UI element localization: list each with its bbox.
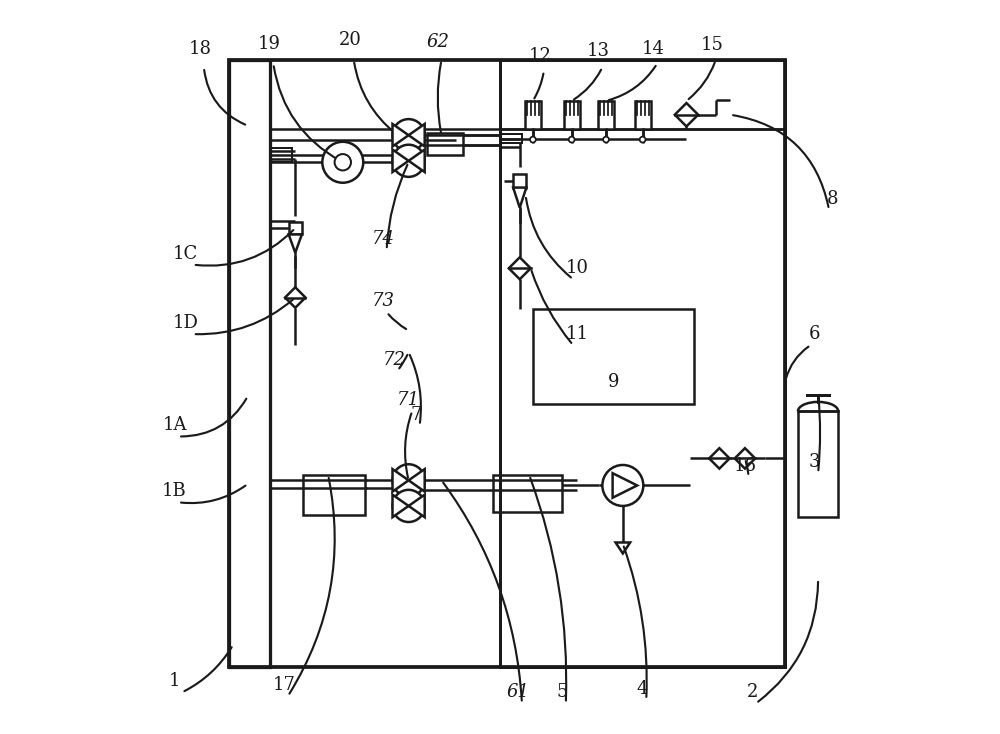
- Polygon shape: [409, 150, 425, 172]
- Text: 14: 14: [642, 40, 665, 58]
- Polygon shape: [509, 258, 531, 279]
- Text: 62: 62: [426, 32, 449, 51]
- Bar: [427, 133, 463, 155]
- Bar: [598, 101, 614, 128]
- Text: 12: 12: [529, 47, 552, 65]
- Text: 10: 10: [565, 259, 588, 277]
- Text: 5: 5: [556, 683, 568, 702]
- Bar: [229, 60, 785, 666]
- Polygon shape: [513, 188, 526, 208]
- Polygon shape: [409, 124, 425, 147]
- Text: 9: 9: [608, 373, 619, 390]
- Polygon shape: [393, 495, 409, 517]
- Polygon shape: [613, 473, 637, 498]
- Circle shape: [393, 464, 425, 496]
- Text: 2: 2: [747, 683, 758, 702]
- Bar: [493, 475, 562, 512]
- Text: 11: 11: [565, 325, 588, 343]
- Bar: [525, 101, 541, 128]
- Text: 19: 19: [258, 34, 281, 53]
- Text: 15: 15: [701, 36, 723, 54]
- Text: 73: 73: [372, 292, 395, 310]
- Polygon shape: [616, 542, 630, 553]
- Circle shape: [603, 137, 609, 142]
- Bar: [798, 411, 838, 517]
- Text: 61: 61: [507, 683, 530, 702]
- Bar: [513, 173, 526, 188]
- Text: 72: 72: [382, 351, 405, 368]
- Circle shape: [393, 145, 425, 177]
- Bar: [500, 134, 522, 143]
- Bar: [303, 475, 365, 515]
- Bar: [533, 308, 694, 404]
- Circle shape: [322, 142, 363, 183]
- Polygon shape: [289, 234, 302, 252]
- Text: 1A: 1A: [162, 416, 187, 435]
- Polygon shape: [285, 287, 305, 308]
- Circle shape: [530, 137, 536, 142]
- Polygon shape: [393, 124, 409, 147]
- Bar: [635, 101, 651, 128]
- Polygon shape: [393, 469, 409, 492]
- Bar: [229, 60, 270, 666]
- Polygon shape: [393, 150, 409, 172]
- Polygon shape: [735, 448, 755, 468]
- Circle shape: [393, 119, 425, 151]
- Text: 18: 18: [189, 40, 212, 58]
- Text: 13: 13: [587, 42, 610, 60]
- Text: 1C: 1C: [173, 244, 198, 263]
- Text: 71: 71: [397, 391, 420, 409]
- Circle shape: [602, 465, 643, 506]
- Bar: [564, 101, 580, 128]
- Text: 16: 16: [733, 457, 756, 475]
- Polygon shape: [709, 448, 730, 468]
- Circle shape: [640, 137, 646, 142]
- Text: 17: 17: [273, 676, 296, 694]
- Circle shape: [393, 490, 425, 522]
- Bar: [289, 222, 302, 234]
- Polygon shape: [409, 469, 425, 492]
- Polygon shape: [409, 495, 425, 517]
- Circle shape: [335, 154, 351, 170]
- Polygon shape: [675, 103, 698, 126]
- Circle shape: [569, 137, 575, 142]
- Text: 1: 1: [169, 672, 180, 691]
- Bar: [500, 60, 785, 666]
- Text: 1D: 1D: [173, 314, 199, 332]
- Text: 1B: 1B: [162, 482, 187, 501]
- Text: 4: 4: [637, 680, 648, 698]
- Text: 8: 8: [827, 190, 838, 208]
- Text: 3: 3: [809, 453, 820, 471]
- Text: 7: 7: [410, 405, 422, 424]
- Text: 20: 20: [339, 31, 362, 49]
- Text: 6: 6: [809, 325, 820, 343]
- Text: 74: 74: [372, 230, 395, 248]
- Bar: [270, 148, 292, 161]
